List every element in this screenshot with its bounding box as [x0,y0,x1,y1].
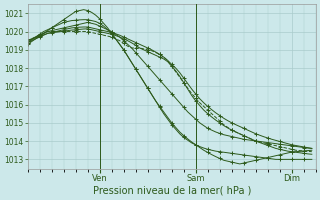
X-axis label: Pression niveau de la mer( hPa ): Pression niveau de la mer( hPa ) [92,186,251,196]
